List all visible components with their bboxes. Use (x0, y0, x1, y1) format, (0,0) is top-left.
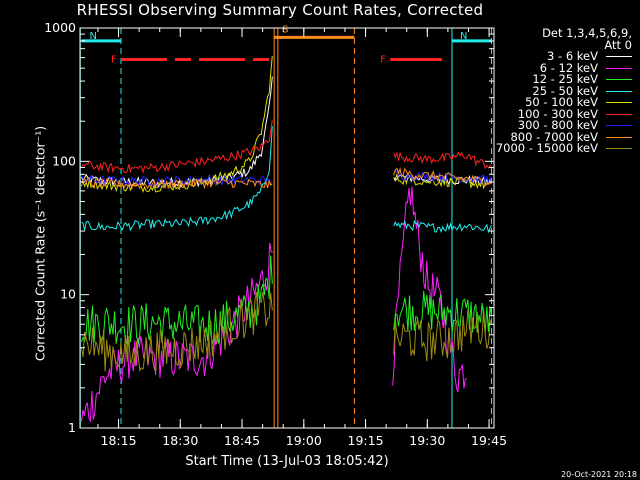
legend-entry-label: 3 - 6 keV (547, 49, 598, 63)
legend-entry-label: 100 - 300 keV (517, 106, 598, 121)
flag-label-S: S (282, 24, 288, 35)
legend-swatch (606, 79, 632, 81)
flag-label-F: F (111, 55, 117, 66)
legend-entry: 100 - 300 keV (496, 106, 632, 121)
legend-entry: 25 - 50 keV (496, 83, 632, 98)
legend-entry-label: 800 - 7000 keV (510, 129, 598, 144)
x-tick-label: 18:15 (101, 433, 137, 448)
legend-entry-label: 12 - 25 keV (532, 72, 598, 86)
y-tick-label: 10 (60, 287, 76, 302)
legend-swatch (606, 136, 632, 138)
legend-swatch (606, 113, 632, 115)
series-lines (81, 55, 492, 423)
legend-swatch (606, 125, 632, 127)
legend-entry: 3 - 6 keV (496, 49, 632, 63)
series-line (81, 291, 492, 373)
x-tick-label: 19:30 (409, 433, 445, 448)
x-tick-label: 18:30 (162, 433, 198, 448)
flag-label-F: F (380, 55, 386, 66)
x-tick-label: 19:45 (471, 433, 507, 448)
legend-entry: 12 - 25 keV (496, 72, 632, 86)
chart-title: RHESSI Observing Summary Count Rates, Co… (76, 1, 484, 19)
x-tick-label: 18:45 (224, 433, 260, 448)
y-axis: 1 10 100 1000 (44, 20, 494, 435)
x-tick-label: 19:00 (286, 433, 322, 448)
y-tick-label: 1 (68, 420, 76, 435)
series-line (81, 76, 492, 189)
flag-label-N: N (460, 31, 467, 42)
series-line (81, 126, 492, 234)
legend-entry-label: 50 - 100 keV (525, 95, 598, 109)
legend-swatch (606, 102, 632, 104)
legend-entry-label: 25 - 50 keV (532, 83, 598, 98)
flag-bars: N N F F S (81, 24, 492, 66)
generated-timestamp: 20-Oct-2021 20:18 (561, 470, 637, 479)
y-axis-label: Corrected Count Rate (s⁻¹ detector⁻¹) (32, 125, 48, 362)
legend-entry-label: 7000 - 15000 keV (495, 141, 598, 155)
x-axis: 18:15 18:30 18:45 19:00 19:15 19:30 19:45 (97, 28, 507, 448)
y-tick-label: 1000 (44, 20, 76, 35)
plot-frame (79, 27, 495, 429)
legend-header-detectors: Det 1,3,4,5,6,9, (542, 26, 632, 40)
x-tick-label: 19:15 (348, 433, 384, 448)
legend-entry: 300 - 800 keV (496, 118, 632, 132)
legend-swatch (606, 90, 632, 92)
legend-entry: 50 - 100 keV (496, 95, 632, 109)
legend-entry-label: 6 - 12 keV (539, 60, 598, 75)
series-line (81, 119, 492, 174)
x-axis-label: Start Time (13-Jul-03 18:05:42) (185, 454, 389, 469)
legend-entry-label: 300 - 800 keV (517, 118, 598, 132)
legend-entries: 3 - 6 keV 6 - 12 keV 12 - 25 keV 25 - 50 ke… (495, 49, 632, 155)
legend: Det 1,3,4,5,6,9, Att 0 3 - 6 keV 6 - 12 k… (495, 26, 632, 155)
legend-swatch (606, 67, 632, 69)
series-line (81, 167, 492, 191)
legend-entry: 800 - 7000 keV (496, 129, 632, 144)
legend-entry: 7000 - 15000 keV (495, 141, 632, 155)
legend-header-attenuator: Att 0 (604, 37, 632, 52)
legend-swatch (606, 56, 632, 58)
y-tick-label: 100 (52, 153, 76, 168)
legend-entry: 6 - 12 keV (496, 60, 632, 75)
flag-label-N: N (89, 31, 96, 42)
legend-swatch (606, 148, 632, 150)
